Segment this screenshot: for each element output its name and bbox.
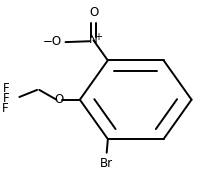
Text: −O: −O bbox=[43, 35, 62, 48]
Text: Br: Br bbox=[100, 157, 113, 170]
Text: N: N bbox=[89, 33, 98, 46]
Text: F: F bbox=[3, 92, 9, 105]
Text: +: + bbox=[94, 32, 102, 42]
Text: O: O bbox=[89, 6, 98, 19]
Text: O: O bbox=[54, 93, 64, 106]
Text: F: F bbox=[3, 82, 9, 96]
Text: F: F bbox=[2, 101, 8, 115]
